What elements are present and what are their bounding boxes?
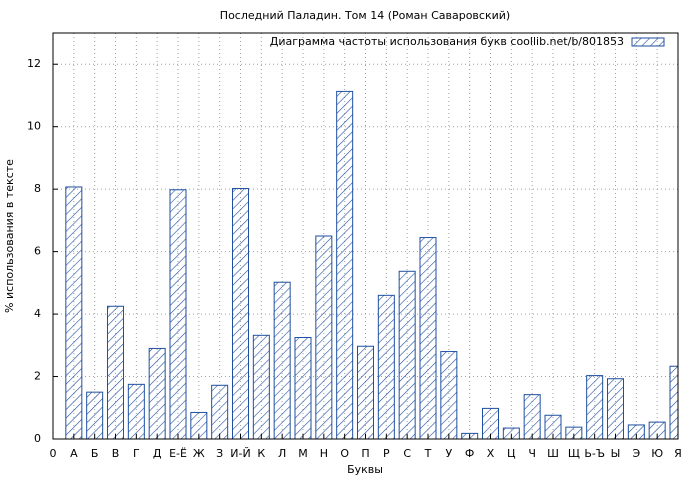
x-tick-label: Б [91, 447, 99, 460]
x-tick-label: Ш [547, 447, 559, 460]
bar [315, 235, 333, 440]
x-tick-label: Т [424, 447, 432, 460]
x-tick-label: З [216, 447, 223, 460]
x-axis-label: Буквы [347, 463, 383, 476]
bar [127, 383, 145, 440]
bar [440, 351, 458, 440]
x-tick-label: Щ [568, 447, 580, 460]
plot-frame [52, 32, 679, 440]
bar [586, 375, 604, 440]
x-tick-label: И-Й [230, 447, 250, 460]
y-tick-label: 12 [27, 57, 41, 70]
bar [169, 189, 187, 440]
bar [211, 384, 229, 440]
x-tick-label: Я [674, 447, 682, 460]
x-tick-label: 0 [50, 447, 57, 460]
bar [65, 186, 83, 440]
x-tick-label: К [257, 447, 265, 460]
y-axis-label: % использования в тексте [3, 159, 16, 313]
y-tick-label: 8 [34, 182, 41, 195]
x-tick-label: Л [278, 447, 286, 460]
x-tick-label: Е-Ё [169, 447, 187, 460]
bars [65, 90, 678, 440]
bar [273, 281, 291, 440]
x-tick-label: П [361, 447, 369, 460]
bar [669, 365, 678, 440]
y-tick-label: 10 [27, 120, 41, 133]
y-tick-label: 0 [34, 432, 41, 445]
x-tick-label: Ь-Ъ [584, 447, 605, 460]
bar [607, 378, 624, 440]
x-tick-label: В [112, 447, 120, 460]
x-tick-label: Ж [193, 447, 205, 460]
bar [252, 334, 270, 440]
y-tick-label: 4 [34, 307, 41, 320]
x-tick-label: Х [487, 447, 495, 460]
bar [336, 90, 354, 440]
bar [523, 394, 541, 440]
x-tick-label: Г [133, 447, 140, 460]
x-tick-label: У [445, 447, 452, 460]
x-tick-label: Р [383, 447, 390, 460]
bar [148, 347, 166, 440]
x-tick-label: О [340, 447, 349, 460]
bar [107, 305, 124, 440]
y-tick-label: 2 [34, 370, 41, 383]
bar [294, 337, 312, 440]
bar [419, 237, 437, 440]
y-tick-label: 6 [34, 245, 41, 258]
legend-swatch [631, 37, 665, 47]
x-tick-label: Ы [611, 447, 621, 460]
chart-title: Последний Паладин. Том 14 (Роман Саваров… [220, 9, 510, 22]
bar [86, 391, 104, 440]
x-tick-label: Н [320, 447, 328, 460]
bar [357, 345, 374, 440]
x-tick-label: Д [153, 447, 162, 460]
x-tick-label: С [403, 447, 411, 460]
x-tick-label: М [298, 447, 308, 460]
x-tick-label: А [70, 447, 78, 460]
x-tick-label: Ч [528, 447, 536, 460]
bar [377, 294, 395, 440]
legend-label: Диаграмма частоты использования букв coo… [270, 35, 624, 48]
bar [398, 270, 416, 440]
x-tick-label: Ф [465, 447, 474, 460]
x-tick-label: Э [632, 447, 640, 460]
x-tick-label: Ю [651, 447, 663, 460]
x-tick-label: Ц [507, 447, 516, 460]
bar [232, 188, 249, 440]
